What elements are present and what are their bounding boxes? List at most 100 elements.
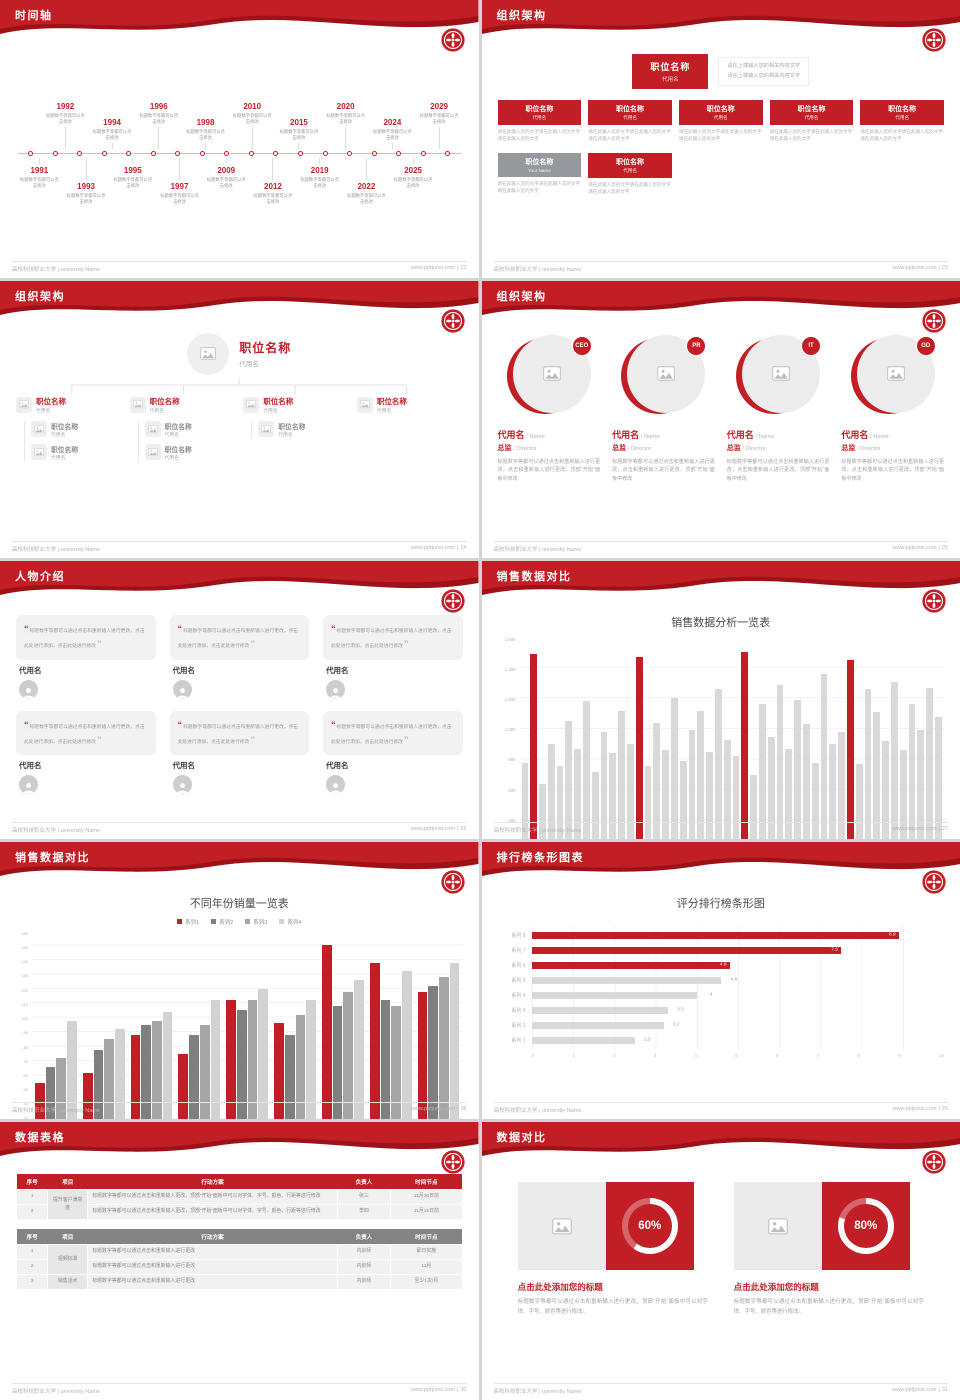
position-description: 请在此输入您的文字请在此输入您的文字请在此输入您的文字 — [588, 182, 671, 195]
slide-26-people-intro[interactable]: 人物介绍 “标题数字等都可以通过点击和重新输入进行更改，点击此处进行添加，点击此… — [0, 561, 479, 839]
slide-title: 数据对比 — [496, 1132, 547, 1145]
slide-22-timeline[interactable]: 时间轴 1992 标题数字等都可以点击修改 1994 标题数字等都可以点击修改 … — [0, 0, 479, 278]
branch-header: 职位名称 代用名 — [16, 396, 122, 414]
slide-24-org-chart[interactable]: 组织架构 职位名称 代用名 职位名称 代用名 — [0, 280, 479, 559]
bar — [321, 945, 332, 1120]
panel-description: 标题数字等都可以通过点击和重新输入进行更改，顶部“开始”面板中可以对字体、字号、… — [733, 1299, 924, 1315]
member-name-cn: 代用名 — [841, 429, 869, 440]
data-tables: 序号 项目 行动方案 负责人 时间节点 1 提升客户满意度 标题数字等都可以通过点击和重… — [15, 1174, 463, 1378]
image-placeholder-icon — [356, 396, 373, 413]
footer-left: 高校科技职业大学 | university Name — [12, 266, 100, 273]
footer-right: www.pptjunsi.com | 28 — [411, 1106, 467, 1114]
person-name: 代用名 — [172, 761, 196, 771]
slide-header: 组织架构 — [481, 280, 960, 321]
bar — [759, 704, 766, 839]
branch: 职位名称 代用名 职位名称 代用名 — [129, 396, 236, 461]
slide-title: 组织架构 — [15, 290, 65, 303]
bar — [926, 687, 933, 839]
bar: 4.6 — [531, 976, 737, 984]
slide-27-sales-bar-chart[interactable]: 销售数据对比 销售数据分析一览表 1,600 1,400 1,200 1,000 800… — [481, 561, 960, 839]
slide-header: 时间轴 — [0, 0, 479, 40]
cell-index: 1 — [15, 1244, 49, 1260]
slide-title: 组织架构 — [496, 10, 547, 22]
cell-due: 即日实施 — [390, 1244, 463, 1260]
cell-index: 2 — [15, 1258, 49, 1275]
x-tick-label: 9 — [898, 1052, 901, 1058]
footer-site: www.pptjunsi.com — [892, 825, 937, 832]
sub-positions: 职位名称 代用名 — [251, 420, 349, 438]
slide-title: 排行榜条形图表 — [496, 851, 584, 864]
footer-site: www.pptjunsi.com — [410, 1387, 455, 1393]
timeline-year: 2015 — [290, 118, 308, 128]
image-placeholder-icon — [543, 366, 561, 381]
root-position-box: 职位名称 代用名 — [632, 54, 709, 89]
timeline-caption: 标题数字等都可以点击修改 — [139, 112, 179, 125]
branch-labels: 职位名称 代用名 — [150, 396, 180, 414]
bar-group — [367, 931, 415, 1120]
timeline-dot — [347, 151, 353, 157]
slide-31-data-comparison[interactable]: 数据对比 60% 点击此处添加您的标题 标题数字等都可以通过点击和重新 — [481, 1122, 960, 1400]
quote-text: 标题数字等都可以通过点击和重新输入进行更改，点击此处进行添加，点击此处进行修改 — [331, 724, 452, 746]
timeline-dot — [322, 151, 328, 157]
bar — [635, 657, 643, 839]
bar — [226, 1000, 237, 1120]
quote-text: 标题数字等都可以通过点击和重新输入进行更改，点击此处进行添加，点击此处进行修改 — [331, 629, 452, 650]
timeline-connector — [158, 127, 160, 150]
footer-left: 高校科技职业大学 | university Name — [493, 827, 582, 834]
timeline-caption: 标题数字等都可以点击修改 — [46, 112, 85, 125]
bar-chart: 1601501401301201101009080706050403020100 — [16, 930, 463, 1120]
bar — [237, 1010, 247, 1120]
timeline-connector — [438, 127, 440, 150]
sub-positions: 职位名称 代用名 职位名称 代用名 — [24, 420, 122, 461]
member-name: 代用名 / Name — [727, 428, 830, 441]
bar — [846, 660, 854, 839]
slide-title: 组织架构 — [496, 290, 547, 303]
position-box: 职位名称 代用名 — [860, 100, 945, 125]
university-logo-icon — [922, 308, 946, 333]
footer-site: www.pptjunsi.com — [892, 1387, 937, 1393]
image-placeholder-icon — [886, 366, 905, 381]
y-tick-label: 70 — [23, 1058, 28, 1064]
position-column: 职位名称 代用名 请在此输入您的文字请在此输入您的文字请在此输入您的文字 — [588, 153, 672, 195]
cell-owner: 李四 — [336, 1204, 392, 1221]
member-description: 标题数字等都可以通过点击和重新输入进行更改，点击和重新输入进行更改，顶部“开始”… — [841, 458, 944, 482]
table-header-cell: 时间节点 — [390, 1229, 462, 1245]
branch-labels: 职位名称 代用名 — [377, 396, 407, 414]
timeline-dot — [224, 151, 230, 157]
person-card: “标题数字等都可以通过点击和重新输入进行更改，点击此处进行添加，点击此处进行修改… — [16, 615, 156, 699]
bar — [829, 744, 837, 839]
timeline-connector — [205, 143, 207, 150]
bar — [45, 1066, 56, 1120]
slide-25-org-team[interactable]: 组织架构 CEO 代用名 / Name 总监 / Director 标题数字等都… — [481, 280, 960, 559]
position-subtitle: 代用名 — [239, 361, 259, 369]
header-wave — [481, 1122, 960, 1157]
header-wave — [481, 841, 960, 876]
member-role-cn: 总监 — [841, 444, 856, 452]
table-header-cell: 项目 — [47, 1229, 88, 1245]
bar — [767, 736, 775, 839]
panel-heading: 点击此处添加您的标题 — [733, 1282, 819, 1293]
branch-header: 职位名称 代用名 — [243, 396, 349, 414]
bar — [890, 681, 898, 839]
footer-right: www.pptjunsi.com | 22 — [411, 265, 467, 273]
slide-23-org-structure[interactable]: 组织架构 职位名称 代用名 请在上端输入您的相关内容文字 请在上端输入您的相关内容… — [481, 0, 960, 278]
timeline-connector — [365, 158, 367, 181]
timeline-connector — [179, 158, 181, 181]
position-column: 职位名称 代用名 请在此输入您的文字请在此输入您的文字请在此输入您的文字 — [497, 100, 582, 142]
role-badge: GD — [915, 335, 936, 356]
row-label: 系列 8 — [511, 932, 526, 939]
member-role: 总监 / Director — [841, 443, 944, 453]
bar — [873, 712, 881, 839]
slide-29-ranking-bar-chart[interactable]: 排行榜条形图表 评分排行榜条形图 系列 8 8.9 系列 7 7.5 系列 6 — [481, 841, 960, 1120]
close-quote-icon: ” — [250, 639, 255, 650]
bar — [428, 985, 439, 1120]
footer-left: 高校科技职业大学 | university Name — [493, 1108, 582, 1115]
bar-track: 2.5 — [531, 1036, 945, 1044]
slide-28-sales-grouped-chart[interactable]: 销售数据对比 不同年份销量一览表 系列1 系列2 系列3 系列4 160 150 140 1… — [0, 841, 479, 1120]
slide-30-data-tables[interactable]: 数据表格 序号 项目 行动方案 负责人 时间节点 1 提升客户满意度 标题数字等都可以通… — [0, 1122, 479, 1400]
sub-position-labels: 职位名称 代用名 — [165, 444, 192, 461]
open-quote-icon: “ — [177, 719, 183, 730]
bar — [82, 1072, 93, 1120]
timeline-year: 2012 — [264, 182, 282, 192]
member-name-en: / Name — [524, 433, 545, 440]
